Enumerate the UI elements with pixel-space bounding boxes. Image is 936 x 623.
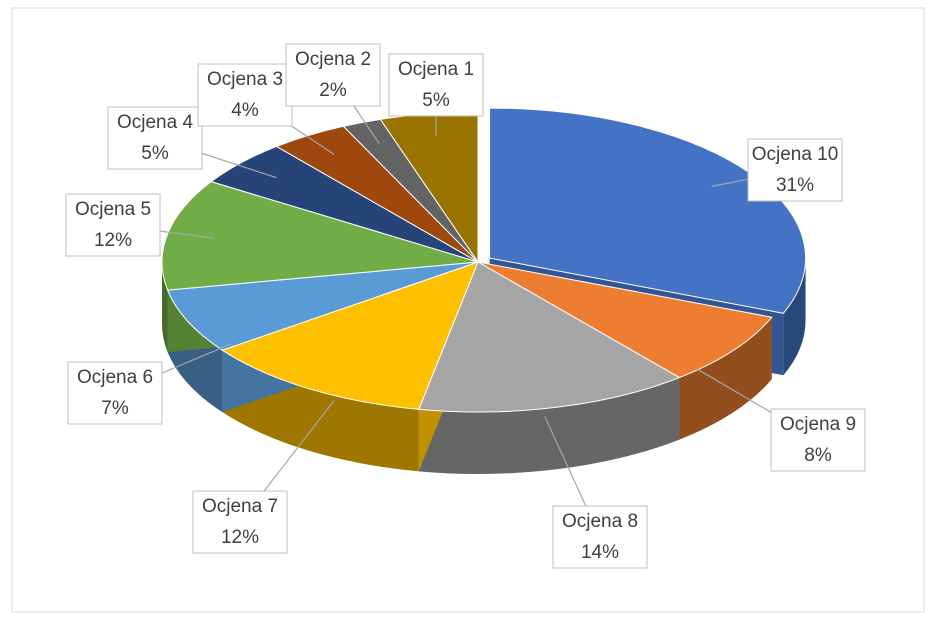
slice-side xyxy=(679,317,772,440)
slice xyxy=(221,261,479,410)
data-label: 12% xyxy=(94,230,132,251)
data-label: 4% xyxy=(231,100,259,121)
label-box xyxy=(107,106,203,170)
label-box xyxy=(770,408,866,472)
data-label-name: Ocjena 3 xyxy=(207,69,283,90)
slice xyxy=(418,261,681,413)
label-box xyxy=(285,43,381,107)
data-label-name: Ocjena 7 xyxy=(202,496,278,517)
label-box xyxy=(192,490,288,554)
data-label-name: Ocjena 1 xyxy=(398,59,474,80)
label-box xyxy=(552,505,648,569)
slice-side xyxy=(162,262,168,353)
label-box xyxy=(747,138,843,202)
data-label: 12% xyxy=(221,527,259,548)
data-label: 8% xyxy=(804,445,832,466)
data-label-name: Ocjena 2 xyxy=(295,49,371,70)
data-label-name: Ocjena 6 xyxy=(77,367,153,388)
data-label: 14% xyxy=(581,542,619,563)
slice xyxy=(161,181,479,291)
label-box xyxy=(65,193,161,257)
data-label: 7% xyxy=(101,398,129,419)
data-label: 2% xyxy=(319,80,347,101)
data-label-name: Ocjena 10 xyxy=(752,144,839,165)
label-box xyxy=(388,53,484,117)
data-label-name: Ocjena 8 xyxy=(562,511,638,532)
label-box xyxy=(67,361,163,425)
data-label-name: Ocjena 9 xyxy=(780,414,856,435)
label-box xyxy=(197,63,293,127)
data-label: 31% xyxy=(776,175,814,196)
data-label-name: Ocjena 4 xyxy=(117,112,193,133)
data-label-name: Ocjena 5 xyxy=(75,199,151,220)
slice xyxy=(477,261,773,379)
data-label: 5% xyxy=(422,90,450,111)
data-label: 5% xyxy=(141,143,169,164)
